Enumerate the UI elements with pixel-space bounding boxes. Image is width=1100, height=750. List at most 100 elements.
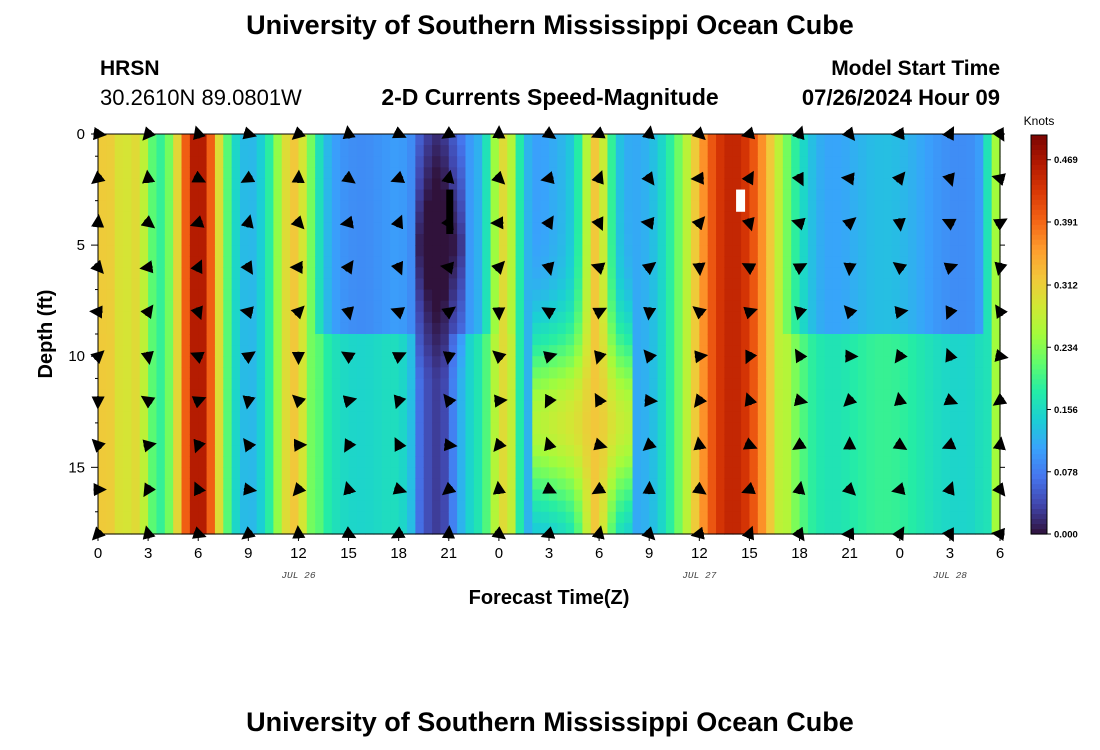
- heatmap-cell: [607, 511, 617, 524]
- heatmap-cell: [432, 245, 442, 257]
- heatmap-cell: [348, 178, 358, 191]
- heatmap-cell: [189, 200, 199, 213]
- heatmap-cell: [682, 345, 692, 357]
- heatmap-cell: [248, 467, 258, 480]
- heatmap-cell: [265, 189, 274, 202]
- heatmap-cell: [281, 356, 291, 368]
- heatmap-cell: [482, 411, 492, 424]
- heatmap-cell: [832, 145, 842, 157]
- heatmap-cell: [615, 400, 625, 413]
- x-tick-label: 0: [495, 545, 503, 562]
- heatmap-cell: [908, 311, 918, 324]
- current-arrow: [243, 437, 257, 453]
- heatmap-cell: [415, 200, 425, 213]
- heatmap-cell: [674, 278, 684, 291]
- heatmap-cell: [214, 322, 224, 335]
- heatmap-cell: [482, 389, 492, 402]
- heatmap-cell: [807, 511, 817, 524]
- heatmap-cell: [473, 467, 483, 480]
- heatmap-cell: [899, 189, 909, 202]
- heatmap-cell: [398, 189, 408, 202]
- heatmap-cell: [373, 500, 383, 513]
- current-arrow: [594, 392, 607, 408]
- heatmap-cell: [607, 222, 617, 235]
- heatmap-cell: [582, 500, 592, 513]
- heatmap-cell: [457, 378, 467, 391]
- heatmap-cell: [849, 456, 859, 468]
- heatmap-cell: [465, 211, 475, 224]
- heatmap-cell: [782, 367, 792, 380]
- heatmap-cell: [582, 156, 592, 168]
- current-arrow: [191, 396, 207, 409]
- heatmap-cell: [741, 289, 751, 302]
- heatmap-cell: [173, 167, 183, 180]
- heatmap-cell: [315, 234, 325, 246]
- heatmap-cell: [816, 322, 826, 335]
- heatmap-cell: [256, 356, 266, 368]
- heatmap-cell: [223, 400, 233, 413]
- heatmap-cell: [983, 211, 993, 224]
- heatmap-cell: [974, 356, 984, 368]
- heatmap-cell: [248, 289, 258, 302]
- heatmap-cell: [916, 467, 926, 480]
- current-arrow: [791, 217, 806, 231]
- heatmap-cell: [131, 289, 141, 302]
- heatmap-cell: [807, 167, 817, 180]
- heatmap-cell: [649, 189, 659, 202]
- heatmap-cell: [557, 422, 567, 435]
- colorbar-segment: [1031, 144, 1047, 151]
- heatmap-cell: [799, 167, 809, 180]
- heatmap-cell: [924, 222, 934, 235]
- heatmap-cell: [782, 489, 792, 502]
- heatmap-cell: [465, 411, 475, 424]
- heatmap-cell: [432, 167, 442, 180]
- heatmap-cell: [98, 289, 107, 302]
- heatmap-cell: [540, 211, 550, 224]
- heatmap-cell: [782, 134, 792, 146]
- heatmap-cell: [832, 189, 842, 202]
- heatmap-cell: [123, 511, 133, 524]
- heatmap-cell: [941, 300, 951, 313]
- heatmap-cell: [407, 367, 416, 380]
- heatmap-cell: [239, 234, 249, 246]
- heatmap-cell: [549, 322, 558, 335]
- heatmap-cell: [265, 178, 274, 191]
- heatmap-cell: [239, 445, 249, 457]
- heatmap-cell: [549, 456, 558, 468]
- heatmap-cell: [156, 500, 166, 513]
- heatmap-cell: [690, 422, 700, 435]
- heatmap-cell: [665, 134, 675, 146]
- current-arrow: [544, 393, 557, 409]
- heatmap-cell: [281, 256, 291, 268]
- colorbar-segment: [1031, 254, 1047, 261]
- heatmap-cell: [482, 300, 492, 313]
- heatmap-cell: [415, 167, 425, 180]
- heatmap-cell: [632, 478, 642, 491]
- heatmap-cell: [214, 222, 224, 235]
- heatmap-cell: [774, 211, 784, 224]
- heatmap-cell: [949, 289, 959, 302]
- heatmap-cell: [532, 134, 542, 146]
- heatmap-cell: [457, 234, 467, 246]
- heatmap-cell: [507, 322, 517, 335]
- heatmap-cell: [983, 134, 993, 146]
- heatmap-cell: [390, 345, 400, 357]
- heatmap-cell: [807, 356, 817, 368]
- heatmap-cell: [189, 134, 199, 146]
- heatmap-cell: [832, 222, 842, 235]
- heatmap-cell: [974, 134, 984, 146]
- heatmap-cell: [98, 322, 107, 335]
- heatmap-cell: [432, 489, 442, 502]
- heatmap-cell: [356, 378, 366, 391]
- heatmap-cell: [974, 422, 984, 435]
- heatmap-cell: [465, 167, 475, 180]
- heatmap-cell: [98, 478, 107, 491]
- heatmap-cell: [924, 289, 934, 302]
- heatmap-cell: [841, 456, 851, 468]
- heatmap-cell: [507, 211, 517, 224]
- heatmap-cell: [214, 278, 224, 291]
- heatmap-cell: [265, 134, 274, 146]
- heatmap-cell: [782, 345, 792, 357]
- current-arrow: [190, 351, 205, 365]
- heatmap-cell: [732, 356, 742, 368]
